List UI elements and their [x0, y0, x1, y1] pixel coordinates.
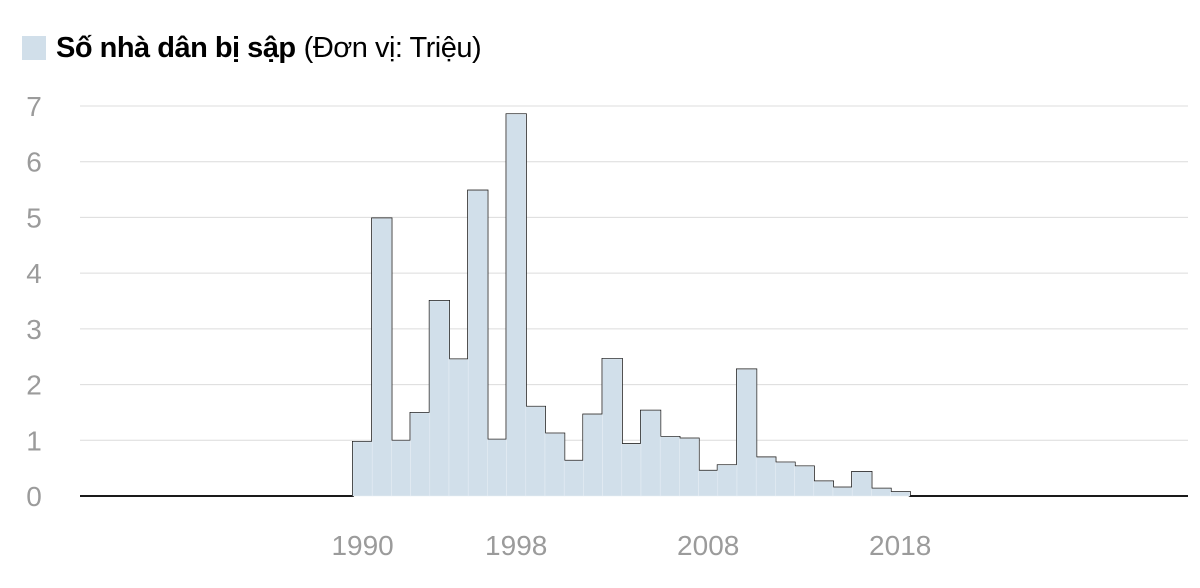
data-bars: [352, 114, 911, 497]
bar-2000: [544, 433, 565, 497]
bar-2008: [698, 470, 719, 497]
bar-2003: [602, 358, 623, 497]
data-area: [80, 113, 1188, 497]
bar-2002: [583, 414, 603, 497]
legend-unit: (Đơn vị: Triệu): [303, 31, 482, 64]
bar-2001: [563, 460, 584, 497]
bar-1998: [506, 114, 527, 497]
x-tick-label: 1990: [331, 530, 393, 561]
bar-2011: [755, 457, 776, 497]
bar-2015: [832, 487, 853, 497]
bar-2009: [717, 465, 738, 497]
bar-2013: [794, 466, 815, 497]
y-tick-label: 3: [26, 314, 42, 345]
bar-2014: [813, 481, 834, 497]
bar-2018: [890, 491, 911, 497]
series-outline: [80, 113, 1188, 497]
bar-1993: [410, 412, 431, 497]
bar-2006: [659, 436, 680, 497]
x-tick-label: 1998: [485, 530, 547, 561]
y-axis-ticks: 0 1 2 3 4 5 6 7: [26, 91, 42, 512]
bar-2010: [736, 369, 757, 497]
bar-2007: [679, 438, 699, 497]
bar-2012: [775, 462, 795, 497]
x-tick-label: 2008: [677, 530, 739, 561]
bar-1996: [467, 190, 488, 497]
bar-2005: [640, 410, 661, 497]
y-tick-label: 0: [26, 481, 42, 512]
legend: Số nhà dân bị sập (Đơn vị: Triệu): [22, 28, 482, 68]
y-tick-label: 5: [26, 202, 42, 233]
bar-1997: [487, 439, 507, 497]
bar-1999: [525, 406, 546, 497]
y-tick-label: 1: [26, 425, 42, 456]
bar-2017: [871, 488, 891, 497]
bar-2004: [621, 443, 642, 497]
y-tick-label: 6: [26, 147, 42, 178]
y-tick-label: 7: [26, 91, 42, 122]
legend-title: Số nhà dân bị sập: [56, 31, 296, 64]
x-axis-ticks: 1990 1998 2008 2018: [331, 530, 931, 561]
bar-1992: [391, 440, 411, 497]
x-tick-label: 2018: [869, 530, 931, 561]
gridlines: [80, 105, 1188, 441]
bar-1994: [429, 300, 450, 497]
y-tick-label: 4: [26, 258, 42, 289]
legend-swatch: [22, 36, 46, 60]
bar-1990: [352, 441, 373, 497]
bar-2016: [851, 471, 872, 497]
bar-1991: [371, 218, 392, 497]
y-tick-label: 2: [26, 370, 42, 401]
bar-1995: [448, 359, 469, 497]
